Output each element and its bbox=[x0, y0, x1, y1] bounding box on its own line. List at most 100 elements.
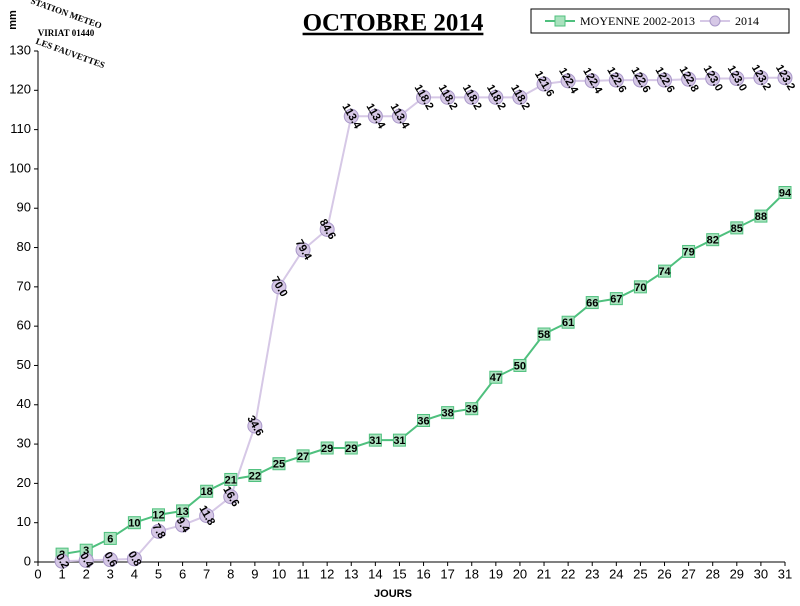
marker bbox=[367, 108, 383, 124]
data-label: 29 bbox=[345, 443, 357, 455]
marker bbox=[224, 472, 238, 486]
marker bbox=[513, 358, 527, 372]
data-label: 70 bbox=[634, 282, 646, 294]
x-tick-label: 23 bbox=[585, 566, 599, 581]
marker bbox=[608, 72, 624, 88]
marker bbox=[103, 531, 117, 545]
marker bbox=[417, 413, 431, 427]
x-tick-label: 29 bbox=[730, 566, 744, 581]
y-tick-label: 80 bbox=[17, 239, 31, 254]
data-label: 79 bbox=[682, 246, 694, 258]
data-label: 12 bbox=[152, 510, 164, 522]
y-tick-label: 120 bbox=[9, 82, 31, 97]
x-tick-label: 6 bbox=[179, 566, 186, 581]
marker bbox=[633, 280, 647, 294]
marker bbox=[271, 279, 287, 295]
x-tick-label: 0 bbox=[34, 566, 41, 581]
y-tick-label: 50 bbox=[17, 357, 31, 372]
marker bbox=[441, 406, 455, 420]
marker bbox=[200, 484, 214, 498]
marker bbox=[632, 72, 648, 88]
marker bbox=[777, 70, 793, 86]
y-tick-label: 10 bbox=[17, 514, 31, 529]
marker bbox=[176, 504, 190, 518]
marker bbox=[272, 457, 286, 471]
data-label: 58 bbox=[538, 329, 550, 341]
marker bbox=[657, 72, 673, 88]
marker bbox=[561, 315, 575, 329]
marker bbox=[416, 89, 432, 105]
marker bbox=[223, 489, 239, 505]
data-label: 13 bbox=[176, 506, 188, 518]
y-tick-label: 30 bbox=[17, 436, 31, 451]
marker bbox=[537, 327, 551, 341]
marker bbox=[465, 402, 479, 416]
x-tick-label: 9 bbox=[251, 566, 258, 581]
data-label: 82 bbox=[707, 235, 719, 247]
marker bbox=[127, 516, 141, 530]
data-label: 39 bbox=[466, 404, 478, 416]
x-tick-label: 7 bbox=[203, 566, 210, 581]
data-label: 18 bbox=[201, 486, 213, 498]
y-tick-label: 20 bbox=[17, 475, 31, 490]
x-tick-label: 27 bbox=[681, 566, 695, 581]
marker bbox=[344, 441, 358, 455]
marker bbox=[199, 508, 215, 524]
y-tick-label: 130 bbox=[9, 42, 31, 57]
marker bbox=[248, 469, 262, 483]
marker bbox=[392, 433, 406, 447]
data-label: 61 bbox=[562, 317, 574, 329]
data-label: 31 bbox=[393, 435, 405, 447]
marker bbox=[488, 89, 504, 105]
data-label: 50 bbox=[514, 360, 526, 372]
x-tick-label: 20 bbox=[513, 566, 527, 581]
x-tick-label: 26 bbox=[657, 566, 671, 581]
x-tick-label: 17 bbox=[440, 566, 454, 581]
marker bbox=[729, 71, 745, 87]
marker bbox=[78, 552, 94, 568]
x-tick-label: 8 bbox=[227, 566, 234, 581]
marker bbox=[705, 71, 721, 87]
x-tick-label: 4 bbox=[131, 566, 138, 581]
legend-marker bbox=[554, 15, 566, 27]
data-label: 22 bbox=[249, 470, 261, 482]
logo-text: STATION METEO bbox=[29, 0, 103, 31]
marker bbox=[126, 551, 142, 567]
marker bbox=[754, 209, 768, 223]
marker bbox=[512, 89, 528, 105]
series-line bbox=[62, 76, 785, 563]
data-label: 6 bbox=[107, 533, 113, 545]
y-tick-label: 100 bbox=[9, 160, 31, 175]
marker bbox=[658, 264, 672, 278]
legend-label: MOYENNE 2002-2013 bbox=[580, 14, 695, 28]
logo-text: VIRIAT 01440 bbox=[38, 28, 95, 38]
y-tick-label: 90 bbox=[17, 200, 31, 215]
marker bbox=[560, 73, 576, 89]
marker bbox=[585, 296, 599, 310]
x-tick-label: 11 bbox=[296, 566, 310, 581]
marker bbox=[343, 108, 359, 124]
y-tick-label: 110 bbox=[10, 121, 31, 136]
y-tick-label: 60 bbox=[17, 318, 31, 333]
marker bbox=[609, 292, 623, 306]
legend-marker bbox=[709, 15, 721, 27]
marker bbox=[102, 552, 118, 568]
marker bbox=[175, 517, 191, 533]
marker bbox=[536, 76, 552, 92]
x-tick-label: 30 bbox=[754, 566, 768, 581]
x-tick-label: 19 bbox=[489, 566, 503, 581]
marker bbox=[730, 221, 744, 235]
data-label: 25 bbox=[273, 459, 285, 471]
x-tick-label: 12 bbox=[320, 566, 334, 581]
marker bbox=[391, 108, 407, 124]
x-tick-label: 14 bbox=[368, 566, 382, 581]
marker bbox=[319, 221, 335, 237]
marker bbox=[464, 89, 480, 105]
data-label: 36 bbox=[417, 415, 429, 427]
marker bbox=[151, 508, 165, 522]
x-tick-label: 22 bbox=[561, 566, 575, 581]
x-tick-label: 25 bbox=[633, 566, 647, 581]
marker bbox=[489, 370, 503, 384]
data-label: 10 bbox=[128, 518, 140, 530]
data-label: 85 bbox=[731, 223, 743, 235]
